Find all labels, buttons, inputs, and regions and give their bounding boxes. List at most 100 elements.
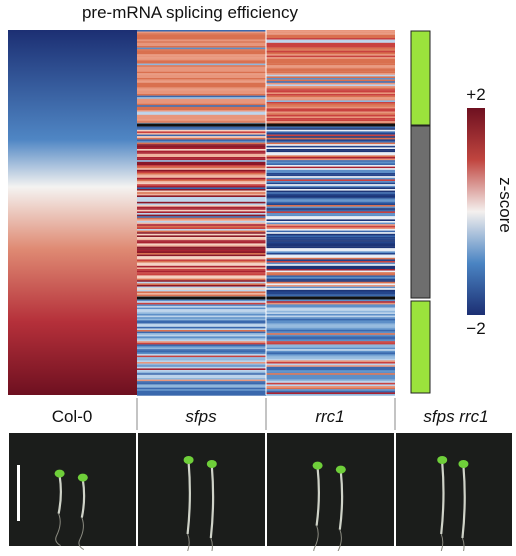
colorbar [467,108,485,315]
stripe [266,217,395,220]
heatmap-col0 [8,30,137,395]
stripe [266,192,395,194]
stripe [266,338,395,340]
stripe [266,42,395,45]
stripe [137,323,266,326]
stripe [266,299,395,302]
stripe [137,208,266,210]
stripe [137,233,266,236]
root [209,537,213,556]
stripe [137,149,266,151]
stripe [137,219,266,222]
stripe [266,331,395,334]
stripe [137,270,266,273]
stripe [137,52,266,55]
stripe [137,129,266,132]
stripe [137,310,266,313]
stripe [266,81,395,83]
stripe [137,121,266,123]
stripe [137,70,266,72]
stripe [266,152,395,154]
stripe [137,181,266,183]
stripe [266,73,395,75]
stripe [137,82,266,85]
stripe [266,301,395,303]
stripe [137,163,266,166]
stripe [137,306,266,308]
stripe [266,374,395,377]
stripe [266,173,395,175]
stripe [137,198,266,201]
stripe [266,137,395,140]
stripe [137,137,266,140]
stripe [266,100,395,103]
stripe [137,325,266,327]
stripe [266,155,395,158]
stripe [266,230,395,233]
stripe [266,328,395,331]
stripe [266,322,395,324]
stripe [266,106,395,109]
stripe [266,214,395,217]
stripe [266,114,395,117]
stripe [266,201,395,204]
stripe [266,78,395,80]
stripe [137,216,266,218]
stripe [266,232,395,234]
photo [9,433,136,546]
stripe [137,211,266,214]
cluster-bar [410,300,431,394]
stripe [137,39,266,42]
stripe [266,237,395,239]
stripe [137,114,266,117]
stripe [266,184,395,186]
hypocotyl [57,475,62,514]
stripe [137,347,266,350]
scale-bar [17,465,20,521]
cotyledon [437,456,448,464]
stripe [137,47,266,50]
stripe [266,121,395,123]
stripe [137,238,266,241]
stripe [137,331,266,334]
stripe [137,294,266,297]
stripe [137,240,266,242]
stripe [137,157,266,159]
root [438,533,444,556]
stripe [266,71,395,74]
stripe [266,102,395,104]
stripe [137,224,266,226]
stripe [266,142,395,145]
stripe [137,60,266,63]
stripe [266,39,395,42]
stripe [266,363,395,366]
stripe [266,176,395,178]
stripe [137,352,266,355]
stripe [266,333,395,335]
stripe [266,346,395,348]
stripe [137,289,266,292]
stripe [266,251,395,254]
stripe [266,113,395,115]
stripe [266,310,395,313]
stripe [137,280,266,282]
stripe [137,346,266,348]
stripe [137,326,266,329]
stripe [137,378,266,380]
stripe [266,352,395,355]
stripe [266,57,395,59]
stripe [266,145,395,148]
stripe [266,320,395,323]
stripe [266,34,395,37]
stripe [137,374,266,377]
stripe [137,139,266,142]
stripe [266,50,395,53]
stripe [137,81,266,83]
stripe [137,86,266,88]
stripe [137,341,266,343]
stripe [266,240,395,242]
stripe [137,42,266,45]
stripe [266,304,395,307]
stripe [266,31,395,34]
stripe [137,33,266,35]
